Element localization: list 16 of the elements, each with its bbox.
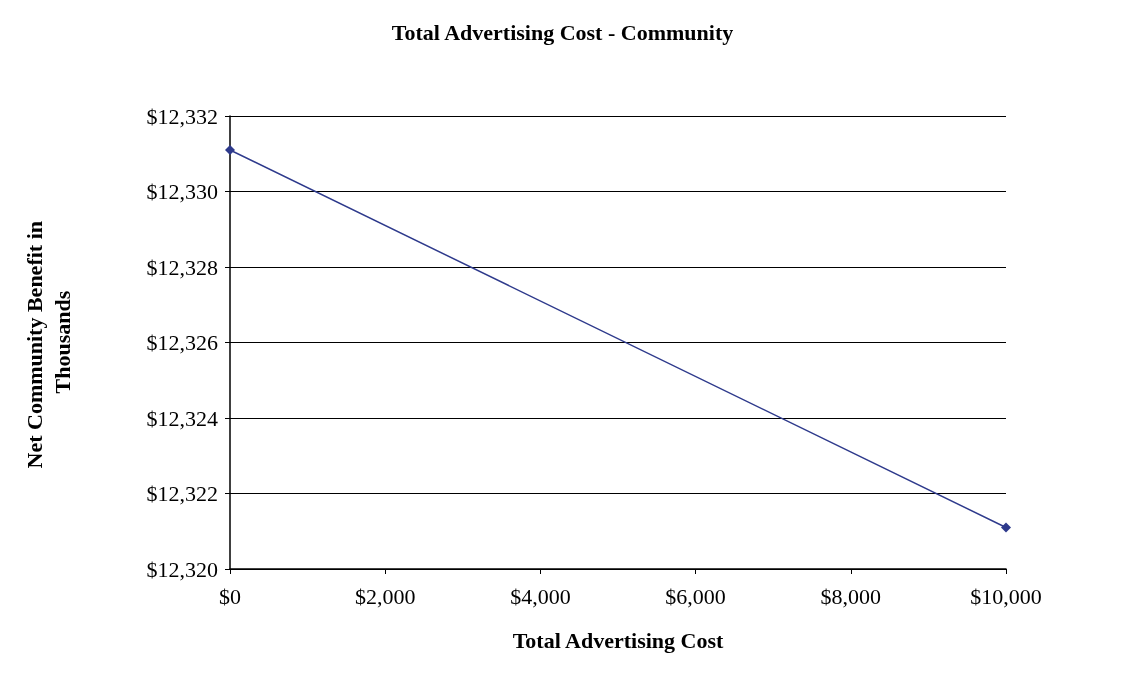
y-tick-label: $12,332	[146, 103, 218, 129]
chart-title: Total Advertising Cost - Community	[391, 19, 734, 45]
x-tick-label: $0	[219, 583, 241, 609]
x-tick-label: $6,000	[665, 583, 726, 609]
y-tick-label: $12,324	[146, 405, 218, 431]
y-tick-label: $12,326	[146, 330, 218, 355]
y-tick-label: $12,320	[146, 556, 218, 582]
x-tick-label: $10,000	[970, 583, 1042, 609]
x-tick-label: $8,000	[820, 583, 882, 609]
y-axis-title: Net Community Benefit in Thousands	[21, 215, 75, 469]
x-axis-title: Total Advertising Cost	[512, 627, 724, 653]
x-tick-label: $4,000	[510, 583, 571, 609]
x-tick-label: $2,000	[354, 583, 416, 609]
y-tick-label: $12,330	[146, 179, 218, 204]
y-tick-label: $12,322	[146, 481, 218, 506]
y-tick-label: $12,328	[146, 254, 218, 280]
